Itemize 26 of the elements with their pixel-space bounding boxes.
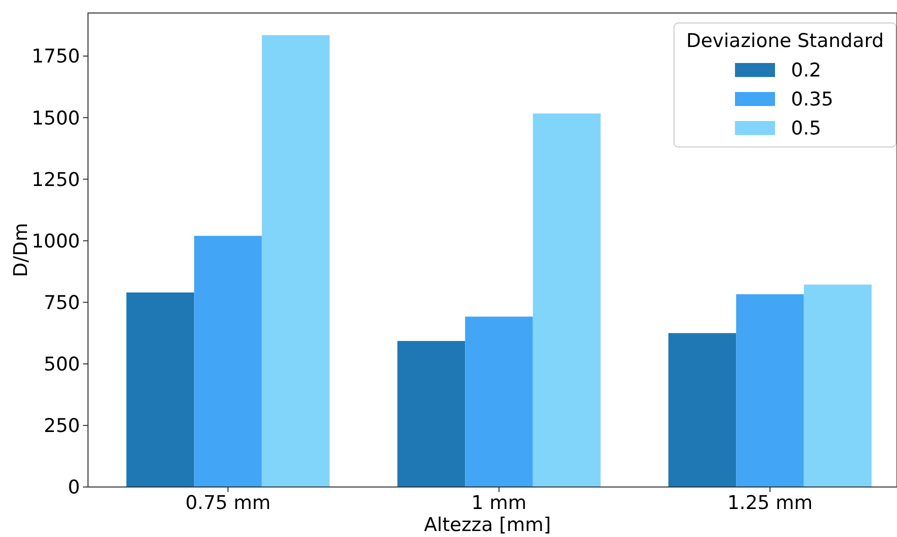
y-tick-label: 250 — [44, 415, 80, 438]
legend-label: 0.35 — [791, 88, 834, 111]
bar — [804, 284, 872, 487]
bar — [397, 340, 466, 487]
y-axis-title: D/Dm — [10, 222, 32, 278]
x-tick-label: 1 mm — [471, 492, 527, 514]
legend-title: Deviazione Standard — [686, 30, 884, 52]
bar — [736, 294, 804, 487]
y-tick-label: 1000 — [32, 230, 80, 252]
x-tick-label: 0.75 mm — [185, 492, 271, 514]
y-tick-label: 500 — [44, 354, 80, 376]
y-tick-label: 1250 — [32, 168, 80, 191]
y-tick-label: 750 — [44, 292, 80, 314]
bar — [126, 292, 194, 487]
legend-label: 0.2 — [791, 60, 822, 82]
y-tick-label: 1750 — [32, 46, 80, 68]
bar — [668, 333, 736, 487]
bar — [532, 113, 601, 487]
bar — [262, 35, 330, 487]
bar — [465, 316, 533, 487]
x-axis-title: Altezza [mm] — [424, 514, 551, 536]
legend-label: 0.5 — [791, 118, 822, 140]
x-tick-label: 1.25 mm — [727, 492, 813, 514]
bar — [194, 236, 262, 487]
y-tick-label: 0 — [68, 476, 80, 499]
y-tick-label: 1500 — [32, 107, 80, 130]
